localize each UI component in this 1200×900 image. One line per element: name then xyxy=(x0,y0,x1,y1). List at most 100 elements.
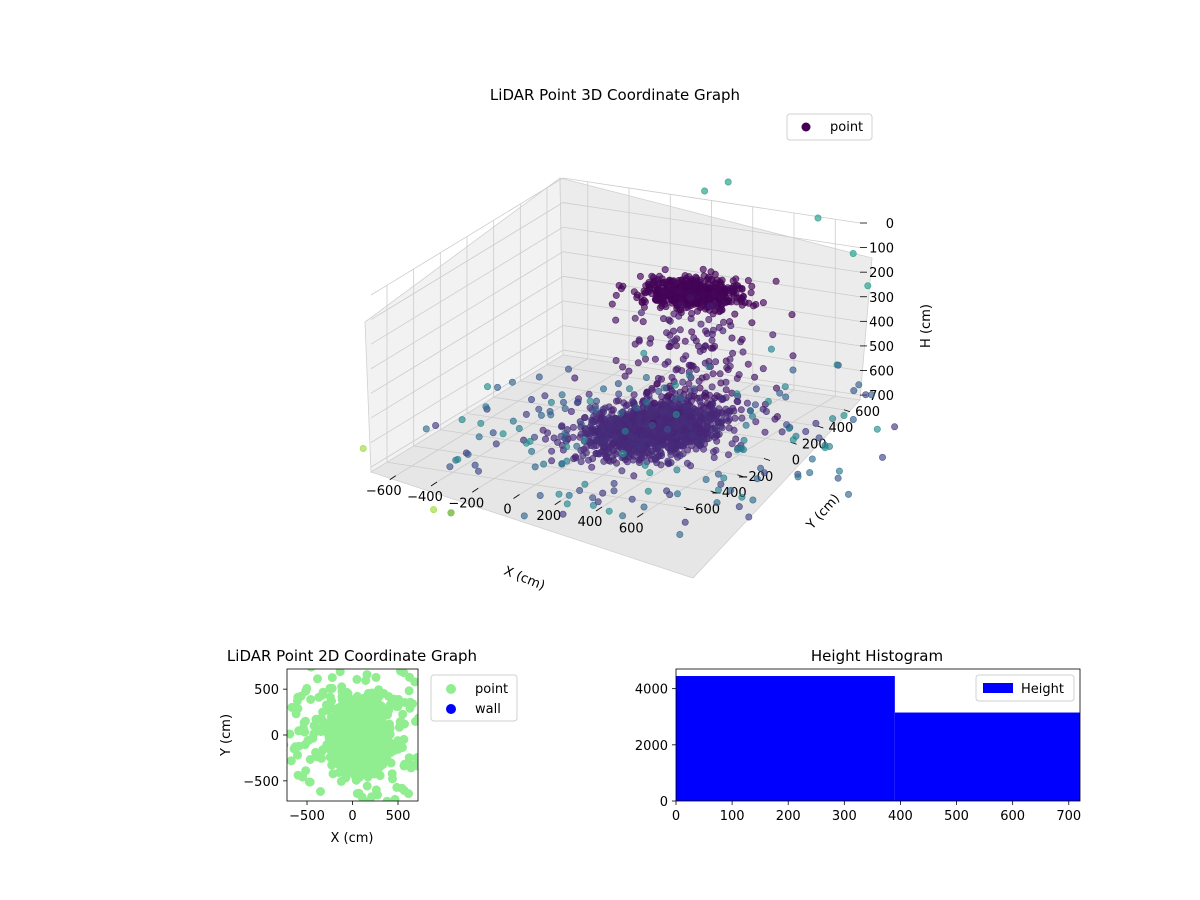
point-3d xyxy=(679,378,687,386)
x-tick-label-3d: 200 xyxy=(536,509,561,524)
point-2d xyxy=(438,741,447,750)
point-3d xyxy=(657,461,665,469)
point-3d xyxy=(855,381,863,389)
point-2d xyxy=(412,761,418,771)
point-3d xyxy=(751,401,759,409)
point-2d xyxy=(289,744,299,754)
point-3d xyxy=(654,374,662,382)
legend-box-hist xyxy=(975,674,1075,702)
point-3d xyxy=(671,295,679,303)
point-3d xyxy=(601,404,609,412)
point-3d xyxy=(738,493,746,501)
point-3d xyxy=(829,415,837,423)
point-3d xyxy=(537,411,545,419)
point-3d xyxy=(873,425,881,433)
point-3d xyxy=(628,495,636,503)
point-3d xyxy=(527,395,535,403)
point-3d xyxy=(471,461,479,469)
point-3d xyxy=(752,418,760,426)
point-2d xyxy=(436,733,445,742)
point-3d xyxy=(648,438,656,446)
point-3d xyxy=(724,451,732,459)
plot-3d: LiDAR Point 3D Coordinate Graph −600 −400… xyxy=(359,86,934,594)
point-3d xyxy=(658,393,666,401)
point-3d xyxy=(658,302,666,310)
point-3d xyxy=(589,494,597,502)
point-3d xyxy=(606,457,614,465)
point-3d xyxy=(672,410,680,418)
point-3d xyxy=(714,470,722,478)
point-3d xyxy=(745,299,753,307)
point-3d xyxy=(636,272,644,280)
point-2d xyxy=(400,698,410,707)
x-tick-label-2d: 500 xyxy=(386,809,411,824)
point-2d xyxy=(378,710,388,720)
point-3d xyxy=(567,407,575,415)
point-3d xyxy=(634,442,642,450)
point-3d xyxy=(717,293,725,301)
point-3d xyxy=(563,500,571,508)
gridline-z xyxy=(370,202,861,320)
z-tick-label-3d: 500 xyxy=(869,340,894,355)
point-3d xyxy=(713,392,721,400)
point-3d xyxy=(536,491,544,499)
point-2d xyxy=(322,740,332,750)
legend-label-point-3d: point xyxy=(830,120,863,135)
point-3d xyxy=(530,433,538,441)
point-3d xyxy=(648,421,656,429)
point-3d xyxy=(447,509,455,517)
point-3d xyxy=(738,285,746,293)
chart-title-3d: LiDAR Point 3D Coordinate Graph xyxy=(490,86,740,104)
point-3d xyxy=(561,429,569,437)
point-3d xyxy=(738,335,746,343)
point-2d xyxy=(375,731,384,741)
point-3d xyxy=(707,275,715,283)
x-tick-3d xyxy=(554,500,561,506)
point-3d xyxy=(740,436,748,444)
point-3d xyxy=(594,498,602,506)
point-3d xyxy=(694,342,702,350)
point-3d xyxy=(509,417,517,425)
point-3d xyxy=(592,406,600,414)
point-3d xyxy=(547,398,555,406)
point-3d xyxy=(690,392,698,400)
point-2d xyxy=(366,745,376,755)
point-3d xyxy=(731,414,739,422)
point-3d xyxy=(701,428,709,436)
point-3d xyxy=(585,390,593,398)
point-3d xyxy=(581,480,589,488)
point-2d xyxy=(399,734,409,744)
point-3d xyxy=(576,486,584,494)
point-3d xyxy=(642,373,650,381)
legend-label-point-2d: point xyxy=(475,682,508,697)
point-3d xyxy=(677,288,685,296)
point-2d xyxy=(375,771,385,781)
point-3d xyxy=(359,444,367,452)
point-3d xyxy=(849,415,857,423)
z-tick-label-3d: 400 xyxy=(869,315,894,330)
point-3d xyxy=(475,433,483,441)
z-axis-label-3d: H (cm) xyxy=(919,304,934,348)
point-2d xyxy=(328,712,337,722)
point-2d xyxy=(325,692,335,702)
point-2d xyxy=(428,746,437,755)
point-3d xyxy=(833,361,841,369)
point-3d xyxy=(702,285,710,293)
point-3d xyxy=(891,423,899,431)
point-3d xyxy=(638,437,646,445)
point-3d xyxy=(709,370,717,378)
point-3d xyxy=(732,275,740,283)
y-tick-3d xyxy=(737,474,744,478)
point-2d xyxy=(367,688,377,698)
y-tick-label-2d: 0 xyxy=(271,729,279,744)
point-2d xyxy=(352,674,362,684)
point-2d xyxy=(308,733,318,743)
point-3d xyxy=(690,334,698,342)
point-2d xyxy=(362,781,372,791)
x-axis-label-3d: X (cm) xyxy=(502,564,547,594)
point-3d xyxy=(559,510,567,518)
point-3d xyxy=(667,442,675,450)
point-2d xyxy=(273,747,282,756)
point-3d xyxy=(664,457,672,465)
point-2d xyxy=(412,753,418,763)
